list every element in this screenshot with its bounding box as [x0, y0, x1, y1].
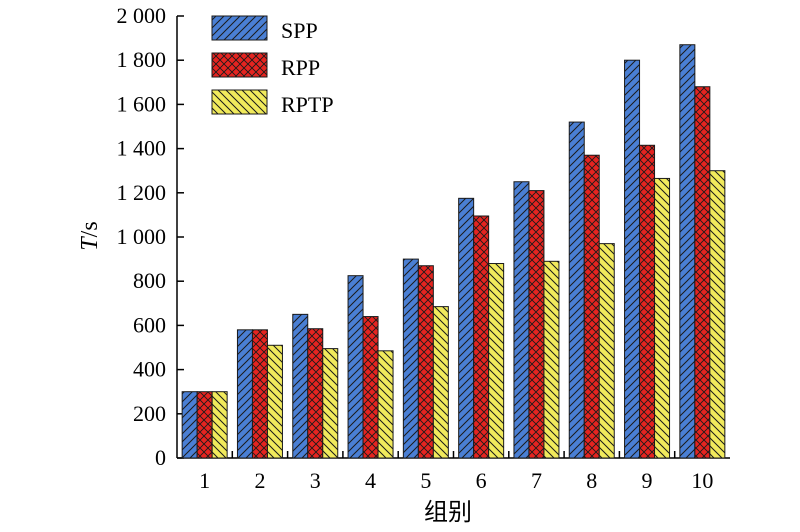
y-tick-label: 200 — [133, 401, 166, 426]
x-tick-label: 5 — [420, 468, 431, 493]
bar-rpp-4 — [362, 316, 379, 459]
y-axis: 0 200 400 600 800 1 000 1 200 1 400 1 600 1 800 2 … — [117, 3, 184, 470]
bar-rpp-2 — [251, 329, 268, 459]
x-tick-label: 3 — [310, 468, 321, 493]
bar-rpp-3 — [307, 328, 324, 459]
x-tick-label: 7 — [531, 468, 542, 493]
x-tick-label: 9 — [642, 468, 653, 493]
y-axis-title-italic: T — [77, 236, 103, 251]
bar-rptp-4 — [377, 350, 394, 459]
x-tick-label: 1 — [199, 468, 210, 493]
legend-swatch-rptp — [211, 89, 268, 115]
bar-rpp-8 — [583, 154, 600, 459]
bar-spp-2 — [236, 329, 253, 459]
bar-rptp-6 — [488, 263, 505, 459]
y-axis-title: T/s — [77, 221, 103, 250]
bar-rptp-2 — [266, 344, 283, 459]
legend-label-spp: SPP — [281, 18, 318, 43]
bar-spp-6 — [458, 197, 475, 459]
bar-rptp-9 — [654, 177, 671, 459]
bar-rpp-6 — [473, 215, 490, 459]
y-tick-label: 1 800 — [117, 47, 167, 72]
bar-spp-8 — [568, 121, 585, 459]
bar-rpp-5 — [417, 265, 434, 459]
legend-swatch-rpp — [211, 52, 268, 78]
bar-rpp-1 — [196, 391, 213, 459]
bar-spp-3 — [292, 313, 309, 459]
bar-spp-9 — [624, 59, 641, 459]
bar-rptp-5 — [432, 306, 449, 459]
y-tick-label: 400 — [133, 357, 166, 382]
y-tick-label: 800 — [133, 268, 166, 293]
bar-rptp-10 — [709, 170, 726, 459]
bar-spp-4 — [347, 275, 364, 459]
bar-spp-7 — [513, 181, 530, 459]
x-tick-label: 6 — [476, 468, 487, 493]
bar-spp-1 — [181, 391, 198, 459]
bar-spp-5 — [402, 258, 419, 459]
y-axis-title-unit: /s — [77, 221, 103, 237]
x-tick-label: 8 — [586, 468, 597, 493]
bar-rptp-1 — [211, 391, 228, 459]
x-tick-label: 2 — [254, 468, 265, 493]
x-tick-label: 10 — [691, 468, 713, 493]
y-tick-label: 2 000 — [117, 3, 167, 28]
bar-rpp-7 — [528, 190, 545, 459]
bar-rpp-10 — [694, 86, 711, 459]
bar-rptp-7 — [543, 260, 560, 459]
x-axis-title: 组别 — [424, 499, 472, 526]
y-tick-label: 1 400 — [117, 136, 167, 161]
bar-rpp-9 — [639, 144, 656, 459]
legend-label-rptp: RPTP — [281, 92, 334, 117]
y-tick-label: 1 200 — [117, 180, 167, 205]
legend-label-rpp: RPP — [281, 55, 320, 80]
y-tick-label: 1 600 — [117, 91, 167, 116]
legend-swatch-spp — [211, 15, 268, 41]
bars-group — [181, 44, 726, 459]
bar-spp-10 — [679, 44, 696, 459]
y-tick-label: 0 — [155, 445, 166, 470]
legend: SPP RPP RPTP — [211, 15, 334, 117]
bar-rptp-3 — [322, 348, 339, 459]
bar-rptp-8 — [598, 243, 615, 459]
y-tick-label: 600 — [133, 312, 166, 337]
x-tick-label: 4 — [365, 468, 376, 493]
y-tick-label: 1 000 — [117, 224, 167, 249]
